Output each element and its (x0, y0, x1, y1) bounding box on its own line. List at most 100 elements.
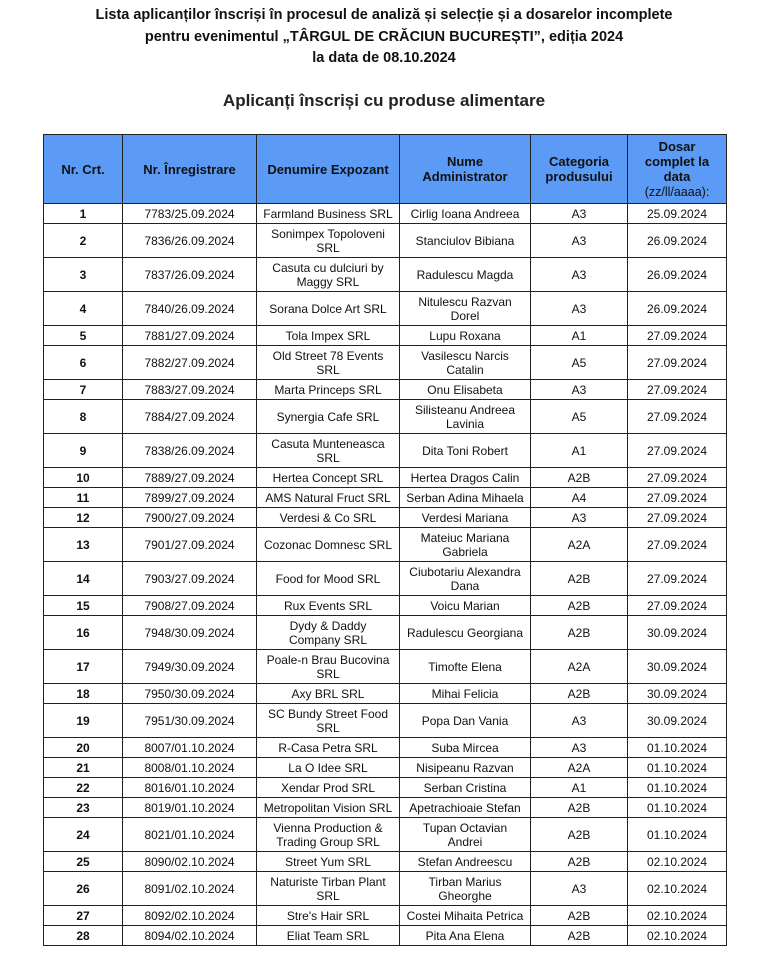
cell-category: A2B (530, 595, 628, 616)
cell-complete-date: 30.09.2024 (627, 703, 727, 738)
cell-exhibitor: Rux Events SRL (256, 595, 400, 616)
cell-complete-date: 26.09.2024 (627, 291, 727, 326)
cell-registration: 8092/02.10.2024 (122, 905, 257, 926)
cell-complete-date: 27.09.2024 (627, 433, 727, 468)
cell-registration: 8019/01.10.2024 (122, 797, 257, 818)
table-row: 28 8094/02.10.2024 Eliat Team SRL Pita Ana … (43, 925, 727, 946)
cell-admin: Costei Mihaita Petrica (399, 905, 531, 926)
cell-nr: 6 (43, 345, 123, 380)
cell-nr: 26 (43, 871, 123, 906)
cell-category: A1 (530, 777, 628, 798)
cell-admin: Mihai Felicia (399, 683, 531, 704)
cell-nr: 12 (43, 507, 123, 528)
table-row: 11 7899/27.09.2024 AMS Natural Fruct SRL Se… (43, 487, 727, 508)
cell-registration: 7949/30.09.2024 (122, 649, 257, 684)
cell-complete-date: 25.09.2024 (627, 203, 727, 224)
cell-nr: 13 (43, 527, 123, 562)
cell-exhibitor: Dydy & Daddy Company SRL (256, 615, 400, 650)
cell-category: A3 (530, 737, 628, 758)
cell-admin: Nisipeanu Razvan (399, 757, 531, 778)
cell-nr: 18 (43, 683, 123, 704)
cell-complete-date: 27.09.2024 (627, 527, 727, 562)
table-row: 18 7950/30.09.2024 Axy BRL SRL Mihai Felici… (43, 683, 727, 704)
cell-registration: 7948/30.09.2024 (122, 615, 257, 650)
cell-exhibitor: Casuta Munteneasca SRL (256, 433, 400, 468)
cell-registration: 7838/26.09.2024 (122, 433, 257, 468)
column-header-category: Categoria produsului (530, 134, 628, 204)
cell-admin: Mateiuc Mariana Gabriela (399, 527, 531, 562)
column-header-nr: Nr. Crt. (43, 134, 123, 204)
cell-category: A4 (530, 487, 628, 508)
cell-category: A3 (530, 507, 628, 528)
cell-exhibitor: Naturiste Tirban Plant SRL (256, 871, 400, 906)
cell-exhibitor: Sonimpex Topoloveni SRL (256, 223, 400, 258)
cell-admin: Lupu Roxana (399, 325, 531, 346)
cell-complete-date: 27.09.2024 (627, 325, 727, 346)
cell-complete-date: 02.10.2024 (627, 871, 727, 906)
date-format-label: (zz/ll/aaaa): (644, 184, 710, 199)
cell-nr: 3 (43, 257, 123, 292)
cell-exhibitor: Old Street 78 Events SRL (256, 345, 400, 380)
cell-registration: 7840/26.09.2024 (122, 291, 257, 326)
cell-category: A3 (530, 203, 628, 224)
cell-category: A2B (530, 851, 628, 872)
cell-category: A2B (530, 615, 628, 650)
cell-nr: 10 (43, 467, 123, 488)
cell-nr: 8 (43, 399, 123, 434)
cell-nr: 5 (43, 325, 123, 346)
table-row: 20 8007/01.10.2024 R-Casa Petra SRL Suba Mi… (43, 737, 727, 758)
cell-complete-date: 01.10.2024 (627, 757, 727, 778)
cell-complete-date: 27.09.2024 (627, 345, 727, 380)
cell-complete-date: 30.09.2024 (627, 649, 727, 684)
cell-nr: 28 (43, 925, 123, 946)
cell-admin: Popa Dan Vania (399, 703, 531, 738)
cell-exhibitor: La O Idee SRL (256, 757, 400, 778)
cell-nr: 16 (43, 615, 123, 650)
cell-admin: Onu Elisabeta (399, 379, 531, 400)
cell-complete-date: 27.09.2024 (627, 487, 727, 508)
cell-nr: 21 (43, 757, 123, 778)
cell-exhibitor: SC Bundy Street Food SRL (256, 703, 400, 738)
cell-category: A2B (530, 925, 628, 946)
cell-complete-date: 27.09.2024 (627, 561, 727, 596)
cell-admin: Timofte Elena (399, 649, 531, 684)
cell-admin: Ciubotariu Alexandra Dana (399, 561, 531, 596)
cell-category: A1 (530, 433, 628, 468)
cell-admin: Silisteanu Andreea Lavinia (399, 399, 531, 434)
applicants-table: Nr. Crt. Nr. Înregistrare Denumire Expoz… (43, 134, 727, 946)
table-row: 21 8008/01.10.2024 La O Idee SRL Nisipeanu … (43, 757, 727, 778)
cell-nr: 4 (43, 291, 123, 326)
table-row: 16 7948/30.09.2024 Dydy & Daddy Company SR… (43, 615, 727, 650)
cell-exhibitor: Casuta cu dulciuri by Maggy SRL (256, 257, 400, 292)
cell-complete-date: 02.10.2024 (627, 925, 727, 946)
cell-exhibitor: AMS Natural Fruct SRL (256, 487, 400, 508)
cell-registration: 7783/25.09.2024 (122, 203, 257, 224)
cell-registration: 7836/26.09.2024 (122, 223, 257, 258)
cell-complete-date: 26.09.2024 (627, 257, 727, 292)
cell-exhibitor: Eliat Team SRL (256, 925, 400, 946)
cell-category: A2A (530, 757, 628, 778)
document-title-line-2: pentru evenimentul „TÂRGUL DE CRĂCIUN BU… (144, 29, 624, 45)
cell-nr: 19 (43, 703, 123, 738)
cell-registration: 7900/27.09.2024 (122, 507, 257, 528)
cell-category: A2A (530, 527, 628, 562)
cell-category: A2B (530, 467, 628, 488)
table-row: 25 8090/02.10.2024 Street Yum SRL Stefan An… (43, 851, 727, 872)
cell-registration: 7837/26.09.2024 (122, 257, 257, 292)
table-row: 24 8021/01.10.2024 Vienna Production & Tra… (43, 817, 727, 852)
cell-exhibitor: Xendar Prod SRL (256, 777, 400, 798)
table-row: 19 7951/30.09.2024 SC Bundy Street Food SR… (43, 703, 727, 738)
cell-registration: 7901/27.09.2024 (122, 527, 257, 562)
table-row: 23 8019/01.10.2024 Metropolitan Vision SRL… (43, 797, 727, 818)
table-row: 22 8016/01.10.2024 Xendar Prod SRL Serban C… (43, 777, 727, 798)
cell-complete-date: 02.10.2024 (627, 851, 727, 872)
cell-complete-date: 27.09.2024 (627, 399, 727, 434)
cell-complete-date: 30.09.2024 (627, 683, 727, 704)
cell-exhibitor: Sorana Dolce Art SRL (256, 291, 400, 326)
cell-admin: Vasilescu Narcis Catalin (399, 345, 531, 380)
cell-category: A2B (530, 561, 628, 596)
cell-exhibitor: Synergia Cafe SRL (256, 399, 400, 434)
cell-nr: 22 (43, 777, 123, 798)
column-header-exhibitor: Denumire Expozant (256, 134, 400, 204)
cell-category: A3 (530, 291, 628, 326)
